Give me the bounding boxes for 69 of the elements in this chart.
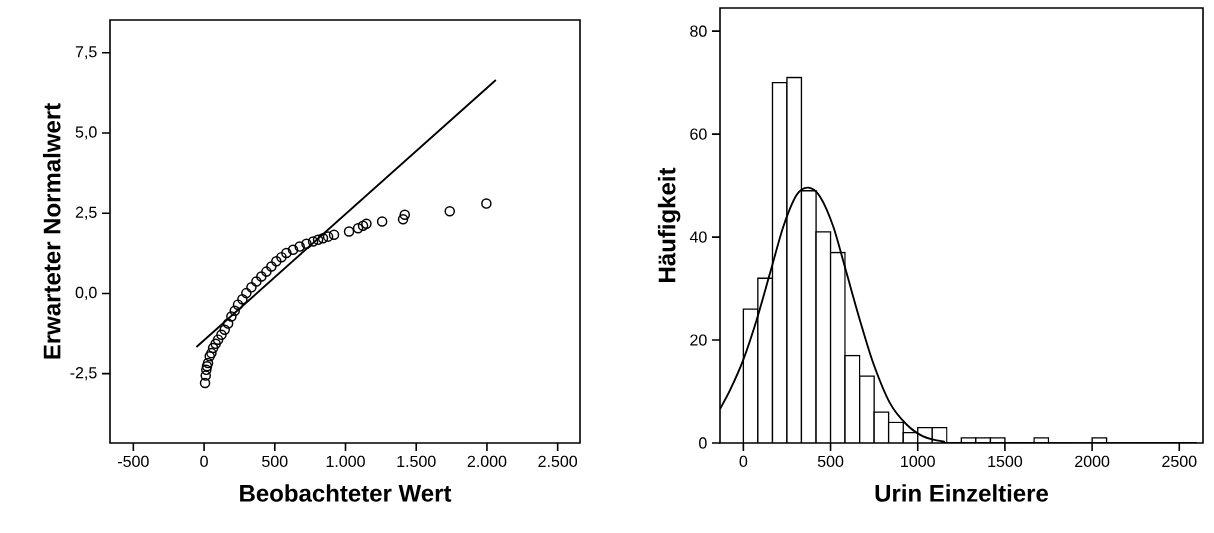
x-tick-label: -500 [118,455,149,468]
point [212,334,224,345]
point [206,347,217,359]
point [352,223,364,234]
point [317,232,329,244]
y-tick-label: 0 [699,437,707,449]
point [307,236,319,247]
point [322,231,334,242]
point [328,229,340,240]
point [246,282,257,293]
x-tick-label: 500 [817,455,844,468]
point [199,377,211,389]
point [204,351,215,362]
y-tick-label: 2,5 [75,206,97,220]
y-tick-label: 5,0 [75,126,97,140]
y-tick-label: -2,5 [70,367,97,381]
point [266,261,277,272]
point [397,214,409,225]
point [232,299,244,310]
x-tick-label: 2.000 [467,455,507,468]
y-axis-title: Häufigkeit [657,167,681,282]
y-tick-label: 0,0 [75,286,97,301]
point [361,218,372,230]
point [210,338,221,350]
point [357,220,369,231]
point [343,226,355,237]
point [287,244,299,256]
point [251,276,262,287]
point [271,256,282,267]
point [207,342,219,354]
point [201,361,213,372]
x-axis-title: Urin Einzeltiere [875,484,1049,502]
y-axis-title: Erwarteter Normalwert [42,103,61,359]
point [481,198,492,209]
y-tick-label: 40 [689,231,707,243]
point [237,293,248,305]
x-tick-label: 0 [200,455,208,468]
point [444,206,456,217]
y-tick-label: 80 [690,25,707,37]
point [376,216,388,227]
x-tick-label: 2500 [1162,455,1197,468]
point [256,271,267,282]
x-axis-title: Beobachteter Wert [240,484,452,502]
x-tick-label: 1500 [988,455,1023,468]
point [281,247,292,259]
y-tick-label: 20 [690,334,707,346]
x-tick-label: 2000 [1075,455,1110,468]
point [226,311,237,322]
x-tick-label: 1000 [901,455,935,468]
point [200,370,212,381]
point [222,318,234,329]
point [261,266,272,277]
x-tick-label: 500 [262,455,288,468]
x-tick-label: 0 [739,455,748,468]
point [399,209,411,221]
point [219,324,230,335]
point [294,241,305,252]
y-tick-label: 7,5 [75,46,97,60]
y-tick-label: 60 [690,128,707,140]
x-tick-label: 1.500 [397,455,436,468]
point [301,238,312,249]
x-tick-label: 1.000 [326,455,365,468]
x-tick-label: 2.500 [538,455,578,468]
point [312,234,324,246]
point [229,305,241,317]
point [216,329,227,341]
point [276,251,287,263]
point [202,357,214,369]
point [241,287,252,299]
